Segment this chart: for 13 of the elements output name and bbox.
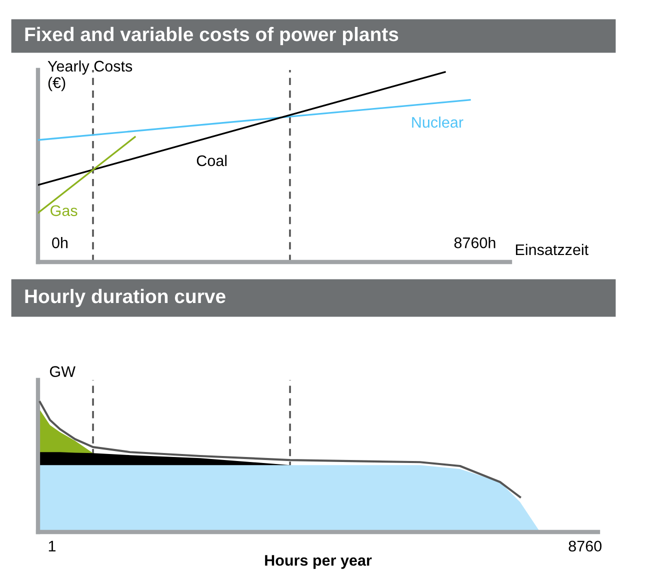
x-tick-label: 8760 xyxy=(568,540,602,552)
x-tick-label: 0h xyxy=(52,237,68,248)
y-axis-title: GW xyxy=(50,366,76,377)
x-tick-label: 8760h xyxy=(454,237,496,248)
x-axis-title: Hours per year xyxy=(265,555,372,569)
series-label: Gas xyxy=(50,205,78,216)
series-label: Coal xyxy=(196,154,227,166)
series-label: Nuclear xyxy=(412,116,464,128)
chart-title: Hourly duration curve xyxy=(25,288,226,308)
x-tick-label: 1 xyxy=(48,540,56,552)
chart-title: Fixed and variable costs of power plants xyxy=(25,26,398,46)
x-axis-title: Einsatzzeit xyxy=(516,244,588,256)
y-axis-title: Yearly Costs (€) xyxy=(48,60,132,92)
